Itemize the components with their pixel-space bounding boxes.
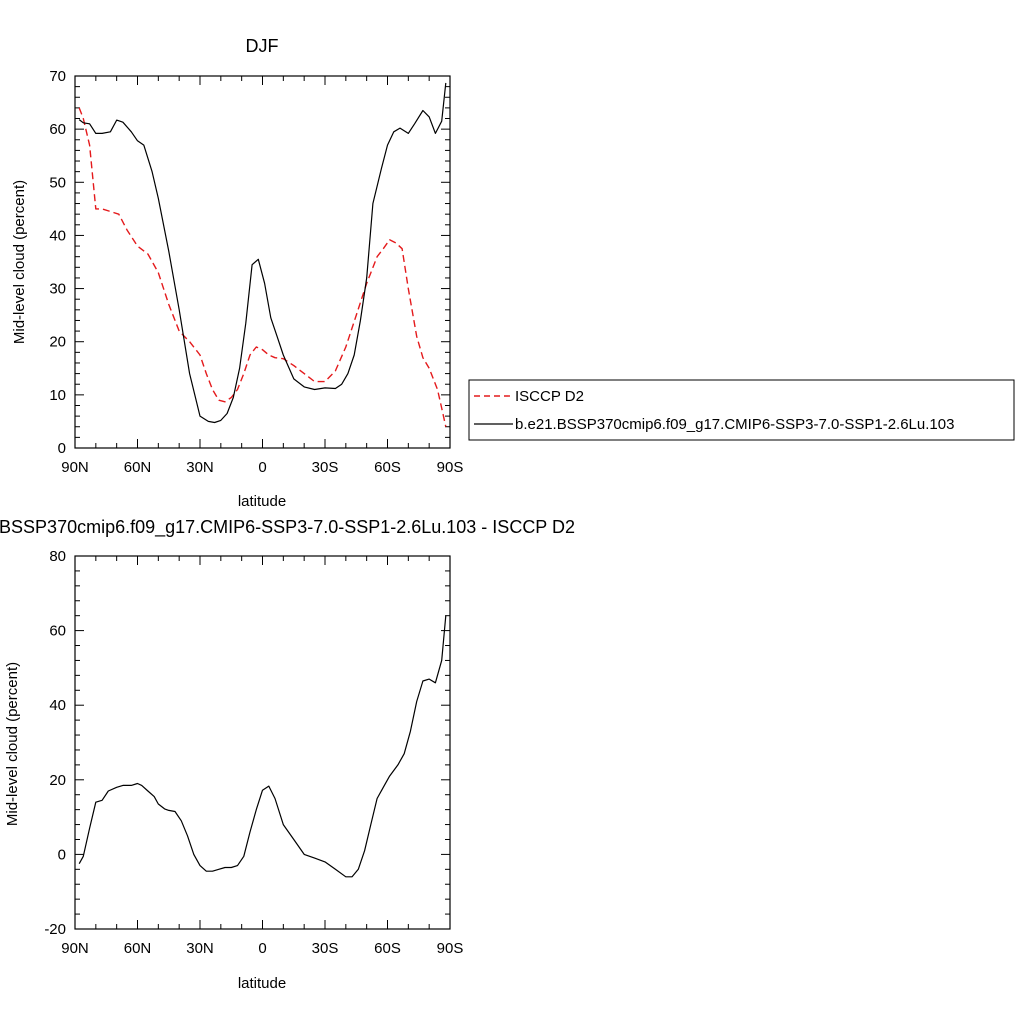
x-tick-label: 60N xyxy=(124,940,152,957)
series-line-model xyxy=(78,82,447,424)
y-tick-label: 0 xyxy=(58,846,66,863)
x-tick-label: 30S xyxy=(312,940,339,957)
x-tick-label: 60N xyxy=(124,459,152,476)
x-tick-label: 0 xyxy=(258,940,266,957)
y-tick-label: 50 xyxy=(49,174,66,191)
plot-frame xyxy=(74,555,451,930)
x-axis-label: latitude xyxy=(238,975,286,992)
y-axis-label: Mid-level cloud (percent) xyxy=(11,180,28,344)
legend-label-isccp: ISCCP D2 xyxy=(515,388,584,405)
axes: 90N 60N 30N 0 30S 60S 90S -20 0 20 40 60 80 xyxy=(44,548,463,957)
x-tick-label: 90N xyxy=(61,940,89,957)
x-tick-label: 90N xyxy=(61,459,89,476)
y-axis-label: Mid-level cloud (percent) xyxy=(4,662,21,826)
series-line-model xyxy=(78,615,447,878)
y-tick-label: 20 xyxy=(49,772,66,789)
chart-title: b.e21.BSSP370cmip6.f09_g17.CMIP6-SSP3-7.… xyxy=(0,517,575,538)
legend-box xyxy=(468,379,1015,441)
x-tick-label: 60S xyxy=(374,940,401,957)
y-tick-label: 40 xyxy=(49,697,66,714)
y-tick-label: 30 xyxy=(49,281,66,298)
y-tick-label: 20 xyxy=(49,334,66,351)
bottom-panel: b.e21.BSSP370cmip6.f09_g17.CMIP6-SSP3-7.… xyxy=(0,517,575,992)
x-axis-label: latitude xyxy=(238,493,286,510)
x-tick-label: 90S xyxy=(437,459,464,476)
x-tick-label: 30N xyxy=(186,940,214,957)
axes: 90N 60N 30N 0 30S 60S 90S 0 10 20 30 40 50 60 70 xyxy=(49,68,463,476)
x-tick-label: 90S xyxy=(437,940,464,957)
y-tick-label: 60 xyxy=(49,121,66,138)
plot-lines xyxy=(78,615,447,878)
series-line-isccp xyxy=(78,107,447,427)
x-tick-label: 0 xyxy=(258,459,266,476)
y-tick-label: 60 xyxy=(49,623,66,640)
y-tick-label: -20 xyxy=(44,921,66,938)
y-tick-label: 80 xyxy=(49,548,66,565)
legend-label-model: b.e21.BSSP370cmip6.f09_g17.CMIP6-SSP3-7.… xyxy=(515,416,954,433)
y-tick-label: 70 xyxy=(49,68,66,85)
y-tick-label: 40 xyxy=(49,227,66,244)
x-tick-label: 30S xyxy=(312,459,339,476)
top-panel: DJF latitude Mid-level cloud (percent) 9… xyxy=(11,36,463,510)
chart-title: DJF xyxy=(246,36,279,56)
plot-lines xyxy=(78,82,447,427)
y-tick-label: 10 xyxy=(49,387,66,404)
y-tick-label: 0 xyxy=(58,440,66,457)
legend: ISCCP D2 b.e21.BSSP370cmip6.f09_g17.CMIP… xyxy=(468,379,1015,441)
x-tick-label: 60S xyxy=(374,459,401,476)
x-tick-label: 30N xyxy=(186,459,214,476)
